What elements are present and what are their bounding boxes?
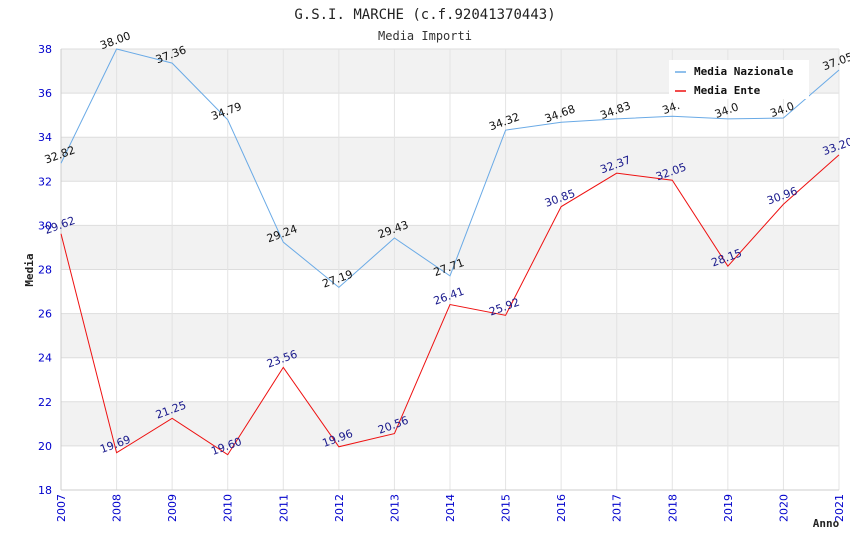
- y-tick-label: 26: [38, 308, 52, 321]
- y-tick-label: 22: [38, 396, 52, 409]
- data-label: 26.41: [432, 285, 466, 308]
- x-tick-label: 2013: [388, 494, 401, 522]
- x-tick-label: 2007: [55, 494, 68, 522]
- x-tick-label: 2008: [111, 494, 124, 522]
- legend: Media Nazionale Media Ente: [669, 60, 809, 99]
- series-lines: [60, 48, 840, 456]
- legend-label-ente: Media Ente: [694, 84, 761, 97]
- x-tick-label: 2012: [333, 494, 346, 522]
- data-label: 34.0: [768, 99, 795, 120]
- data-label: 34.0: [713, 100, 740, 121]
- gridlines: [60, 48, 840, 491]
- y-tick-label: 28: [38, 264, 52, 277]
- x-tick-label: 2020: [777, 494, 790, 522]
- series-line-ente: [60, 154, 840, 456]
- x-tick-label: 2014: [444, 494, 457, 522]
- legend-box: [669, 60, 809, 99]
- legend-label-nazionale: Media Nazionale: [694, 65, 794, 78]
- y-tick-label: 18: [38, 484, 52, 497]
- y-tick-label: 20: [38, 440, 52, 453]
- x-tick-label: 2019: [722, 494, 735, 522]
- y-ticks: 18 20 22 24 26 28 30 32 34 36 38: [38, 43, 52, 497]
- x-axis-label: Anno: [813, 517, 840, 530]
- series-line-nazionale: [60, 48, 840, 289]
- data-label: 34.79: [209, 100, 243, 123]
- x-tick-label: 2009: [166, 494, 179, 522]
- y-tick-label: 36: [38, 87, 52, 100]
- chart-title: G.S.I. MARCHE (c.f.92041370443): [294, 7, 555, 23]
- y-tick-label: 32: [38, 175, 52, 188]
- x-ticks: 2007 2008 2009 2010 2011 2012 2013 2014 2015 2016…: [55, 494, 846, 522]
- x-tick-label: 2011: [277, 494, 290, 522]
- axes: [60, 49, 839, 491]
- data-label: 27.19: [321, 268, 355, 291]
- x-tick-label: 2018: [666, 494, 679, 522]
- data-label: 34.: [661, 99, 682, 117]
- y-tick-label: 30: [38, 219, 52, 232]
- y-tick-label: 34: [38, 131, 52, 144]
- x-tick-label: 2021: [833, 494, 846, 522]
- y-tick-label: 24: [38, 352, 52, 365]
- data-label: 30.85: [543, 187, 577, 210]
- chart-subtitle: Media Importi: [378, 29, 472, 43]
- y-axis-label: Media: [23, 253, 36, 286]
- y-tick-label: 38: [38, 43, 52, 56]
- x-tick-label: 2016: [555, 494, 568, 522]
- x-tick-label: 2017: [611, 494, 624, 522]
- data-label: 30.96: [765, 184, 799, 207]
- x-tick-label: 2015: [500, 494, 513, 522]
- x-tick-label: 2010: [222, 494, 235, 522]
- data-label: 34.32: [487, 110, 521, 133]
